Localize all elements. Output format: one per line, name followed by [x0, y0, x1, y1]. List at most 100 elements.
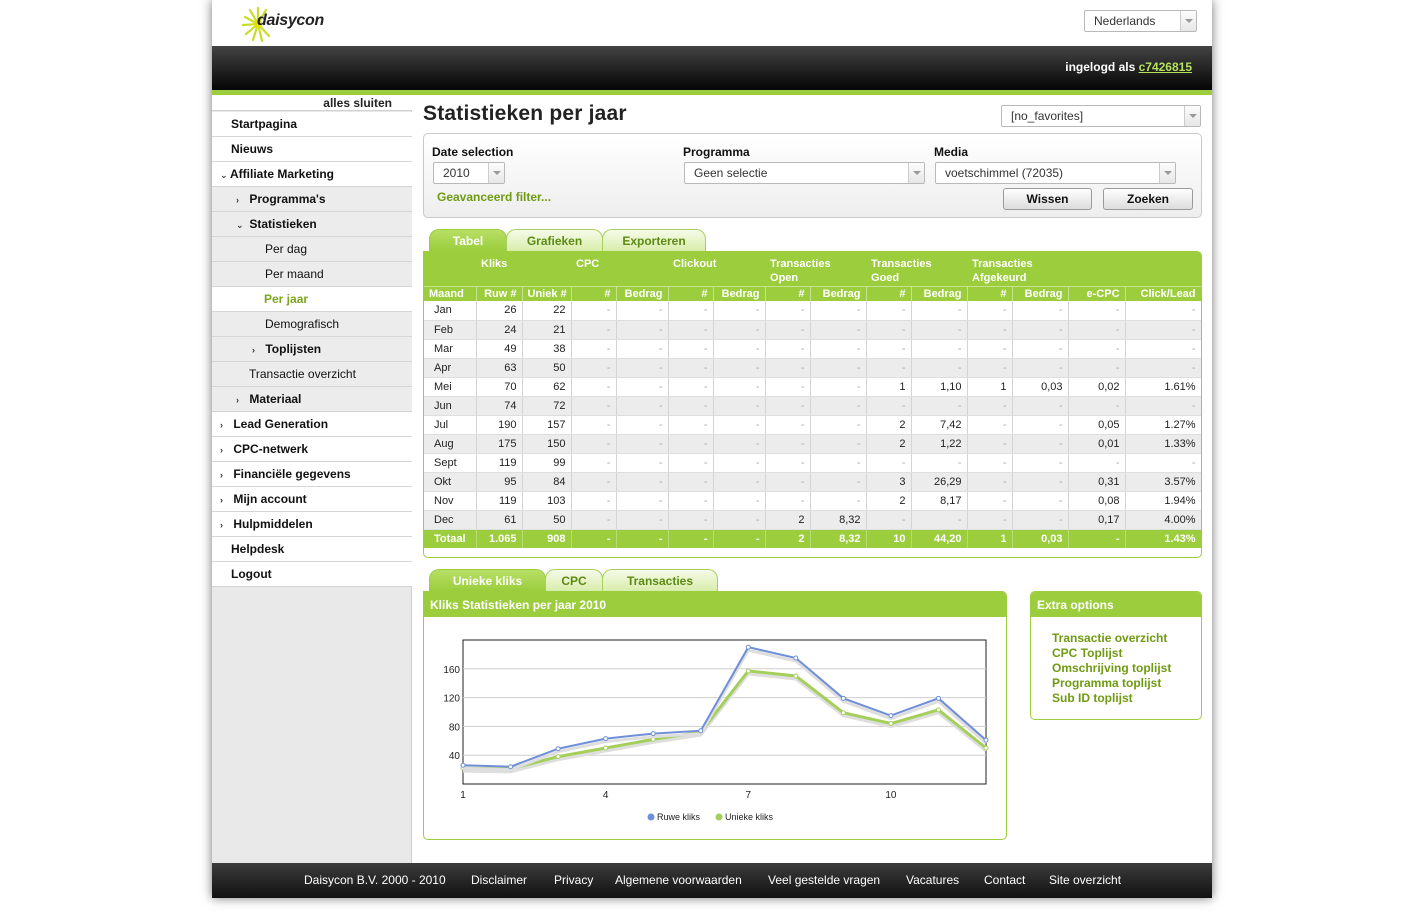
sidebar-item-label: Materiaal — [249, 392, 302, 406]
x-tick-label: 7 — [745, 790, 751, 801]
table-cell: - — [668, 301, 714, 321]
sidebar-item-hulpmiddelen[interactable]: › Hulpmiddelen — [212, 512, 412, 537]
tab-transacties[interactable]: Transacties — [602, 569, 718, 591]
link-transactie-overzicht[interactable]: Transactie overzicht — [1052, 631, 1168, 645]
series-line-unieke-kliks — [462, 669, 987, 771]
programma-select[interactable]: Geen selectie — [684, 162, 925, 184]
tab-cpc[interactable]: CPC — [545, 569, 603, 591]
table-cell: - — [1012, 358, 1069, 378]
table-cell: 70 — [476, 377, 523, 397]
link-cpc-toplijst[interactable]: CPC Toplijst — [1052, 646, 1123, 660]
stats-table-panel: Kliks CPC Clickout Transacties Open Tran… — [423, 251, 1202, 558]
footer-link-vacatures[interactable]: Vacatures — [906, 873, 960, 887]
media-select[interactable]: voetschimmel (72035) — [935, 162, 1176, 184]
table-cell: - — [1125, 396, 1201, 416]
sidebar-item-materiaal[interactable]: › Materiaal — [212, 387, 412, 412]
language-select[interactable]: Nederlands — [1084, 10, 1197, 32]
search-button[interactable]: Zoeken — [1103, 188, 1193, 210]
tab-exporteren[interactable]: Exporteren — [602, 229, 706, 251]
table-cell: - — [616, 396, 669, 416]
sidebar-item-per-dag[interactable]: Per dag — [212, 237, 412, 262]
sidebar-item-helpdesk[interactable]: Helpdesk — [212, 537, 412, 562]
link-sub-id-toplijst[interactable]: Sub ID toplijst — [1052, 691, 1133, 705]
sidebar-item-logout[interactable]: Logout — [212, 562, 412, 587]
table-cell: - — [765, 434, 811, 454]
year-select[interactable]: 2010 — [433, 162, 505, 184]
programma-value: Geen selectie — [694, 166, 768, 180]
chevron-down-icon[interactable] — [1159, 163, 1175, 183]
link-omschrijving-toplijst[interactable]: Omschrijving toplijst — [1052, 661, 1172, 675]
footer-copyright: Daisycon B.V. 2000 - 2010 — [304, 873, 446, 887]
chart-title: Kliks Statistieken per jaar 2010 — [424, 592, 1006, 617]
table-cell: - — [571, 320, 617, 340]
sidebar-item-demografisch[interactable]: Demografisch — [212, 312, 412, 337]
table-cell: - — [616, 301, 669, 321]
table-cell: - — [1068, 339, 1126, 359]
table-body: Jan 26 22- - - - - - - - - - - - Feb 24 21- - - - - - - - - - - - Ma… — [424, 301, 1201, 548]
sidebar-item-mijn-account[interactable]: › Mijn account — [212, 487, 412, 512]
sidebar-item-nieuws[interactable]: Nieuws — [212, 137, 412, 162]
sidebar-item-statistieken[interactable]: ⌄ Statistieken — [212, 212, 412, 237]
sidebar-item-label: Per dag — [265, 242, 308, 256]
sidebar-item-cpc-netwerk[interactable]: › CPC-netwerk — [212, 437, 412, 462]
language-value: Nederlands — [1094, 14, 1156, 28]
footer-link-contact[interactable]: Contact — [984, 873, 1026, 887]
table-cell: - — [668, 396, 714, 416]
table-row: Aug 175 150- - - - - -2 1,22- -0,01 1.33% — [424, 434, 1201, 454]
table-cell: 1,22 — [911, 434, 968, 454]
tab-unieke-kliks[interactable]: Unieke kliks — [429, 569, 546, 591]
footer-link-site-overzicht[interactable]: Site overzicht — [1049, 873, 1122, 887]
sidebar-item-financiele-gegevens[interactable]: › Financiële gegevens — [212, 462, 412, 487]
sidebar-item-toplijsten[interactable]: › Toplijsten — [212, 337, 412, 362]
sidebar-item-per-maand[interactable]: Per maand — [212, 262, 412, 287]
sidebar-item-affiliate-marketing[interactable]: ⌄ Affiliate Marketing — [212, 162, 412, 187]
table-cell: - — [765, 320, 811, 340]
table-cell: - — [810, 339, 867, 359]
close-all-link[interactable]: alles sluiten — [212, 95, 412, 111]
table-cell: - — [571, 472, 617, 492]
tab-tabel[interactable]: Tabel — [429, 229, 507, 251]
sidebar-item-per-jaar[interactable]: Per jaar — [212, 287, 412, 312]
sidebar-item-startpagina[interactable]: Startpagina — [212, 112, 412, 137]
username-link[interactable]: c7426815 — [1138, 60, 1192, 74]
table-cell: - — [668, 472, 714, 492]
table-cell: - — [967, 510, 1013, 530]
chevron-down-icon: ⌄ — [236, 220, 244, 230]
tab-grafieken[interactable]: Grafieken — [506, 229, 603, 251]
table-cell: - — [810, 434, 867, 454]
favorites-value: [no_favorites] — [1011, 109, 1084, 123]
chevron-down-icon[interactable] — [488, 163, 504, 183]
advanced-filter-link[interactable]: Geavanceerd filter... — [437, 190, 552, 204]
footer-link-algemene-voorwaarden[interactable]: Algemene voorwaarden — [615, 873, 742, 887]
table-cell: 150 — [522, 434, 572, 454]
chevron-down-icon[interactable] — [908, 163, 924, 183]
table-row: Mar 49 38- - - - - - - - - - - - — [424, 339, 1201, 359]
table-cell: - — [911, 339, 968, 359]
sidebar-item-lead-generation[interactable]: › Lead Generation — [212, 412, 412, 437]
sidebar-item-programmas[interactable]: › Programma's — [212, 187, 412, 212]
table-cell: - — [765, 301, 811, 321]
footer-link-disclaimer[interactable]: Disclaimer — [471, 873, 528, 887]
group-header-transacties-open: Transacties Open — [765, 252, 867, 286]
chevron-down-icon[interactable] — [1180, 11, 1196, 31]
table-cell: - — [668, 358, 714, 378]
group-header-kliks: Kliks — [476, 252, 572, 286]
x-tick-label: 4 — [603, 790, 609, 801]
footer-link-privacy[interactable]: Privacy — [554, 873, 594, 887]
data-point — [840, 695, 846, 701]
link-programma-toplijst[interactable]: Programma toplijst — [1052, 676, 1162, 690]
sidebar-item-transactie-overzicht[interactable]: Transactie overzicht — [212, 362, 412, 387]
clear-button[interactable]: Wissen — [1003, 188, 1092, 210]
table-cell: - — [571, 434, 617, 454]
favorites-select[interactable]: [no_favorites] — [1001, 105, 1201, 127]
chevron-down-icon[interactable] — [1184, 106, 1200, 126]
table-cell: - — [810, 301, 867, 321]
table-cell: - — [1012, 453, 1069, 473]
sidebar-item-label: Affiliate Marketing — [230, 167, 335, 181]
table-row: Nov 119 103- - - - - -2 8,17- -0,08 1.94% — [424, 491, 1201, 511]
footer-link-faq[interactable]: Veel gestelde vragen — [768, 873, 881, 887]
daisy-logo-icon[interactable] — [238, 4, 338, 44]
column-header: Bedrag — [1012, 285, 1069, 301]
table-cell: 0,03 — [1012, 377, 1069, 397]
sidebar-item-label: Statistieken — [249, 217, 317, 231]
